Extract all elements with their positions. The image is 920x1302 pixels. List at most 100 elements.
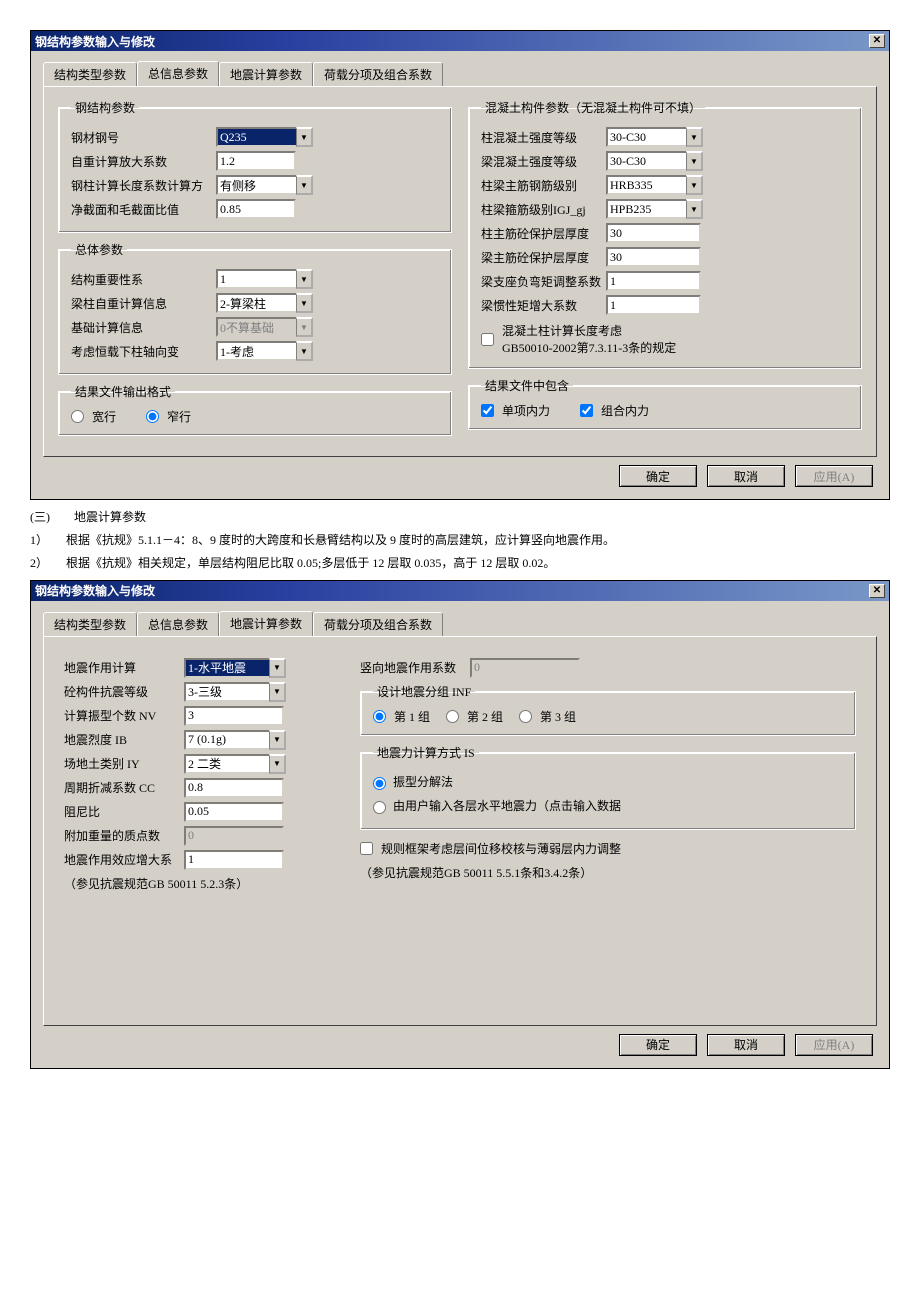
tab-panel: 地震作用计算 ▼ 砼构件抗震等级 ▼ 计算振型个数 NV 地震烈度 IB ▼ 场… <box>43 636 877 1026</box>
col-len-select[interactable] <box>216 175 296 195</box>
col-cover-input[interactable] <box>606 223 701 243</box>
beamcol-label: 梁柱自重计算信息 <box>71 295 216 312</box>
col-grade-label: 柱混凝土强度等级 <box>481 129 606 146</box>
method-fieldset: 地震力计算方式 IS 振型分解法 由用户输入各层水平地震力（点击输入数据 <box>360 744 856 830</box>
method-legend: 地震力计算方式 IS <box>373 744 479 761</box>
intensity-select[interactable] <box>184 730 269 750</box>
overall-params-group: 总体参数 结构重要性系 ▼ 梁柱自重计算信息 ▼ 基础计算信息 ▼ 考虑恒载下柱… <box>58 241 452 375</box>
chevron-down-icon[interactable]: ▼ <box>686 127 703 147</box>
net-gross-label: 净截面和毛截面比值 <box>71 201 216 218</box>
tab-panel: 钢结构参数 钢材钢号 ▼ 自重计算放大系数 钢柱计算长度系数计算方 ▼ 净截面和… <box>43 86 877 457</box>
calc-label: 地震作用计算 <box>64 659 184 676</box>
net-gross-input[interactable] <box>216 199 296 219</box>
radio-wide[interactable]: 宽行 <box>71 408 116 425</box>
foundation-label: 基础计算信息 <box>71 319 216 336</box>
inertia-input[interactable] <box>606 295 701 315</box>
chevron-down-icon[interactable]: ▼ <box>296 341 313 361</box>
steel-grade-select[interactable] <box>216 127 296 147</box>
output-content-group: 结果文件中包含 单项内力 组合内力 <box>468 377 862 430</box>
neg-moment-input[interactable] <box>606 271 701 291</box>
design-group-fieldset: 设计地震分组 INF 第 1 组 第 2 组 第 3 组 <box>360 683 856 736</box>
beam-cover-input[interactable] <box>606 247 701 267</box>
close-icon[interactable]: ✕ <box>869 34 885 48</box>
amp-input[interactable] <box>184 850 284 870</box>
chevron-down-icon[interactable]: ▼ <box>686 175 703 195</box>
concrete-chk-label1: 混凝土柱计算长度考虑 <box>502 322 676 339</box>
chevron-down-icon[interactable]: ▼ <box>269 754 286 774</box>
selfweight-input[interactable] <box>216 151 296 171</box>
vert-label: 竖向地震作用系数 <box>360 659 470 676</box>
amp-label: 地震作用效应增大系 <box>64 851 184 868</box>
neg-moment-label: 梁支座负弯矩调整系数 <box>481 273 606 290</box>
concrete-chk-label2: GB50010-2002第7.3.11-3条的规定 <box>502 339 676 356</box>
chevron-down-icon[interactable]: ▼ <box>269 658 286 678</box>
beamcol-select[interactable] <box>216 293 296 313</box>
stirrup-select[interactable] <box>606 199 686 219</box>
site-label: 场地土类别 IY <box>64 755 184 772</box>
chevron-down-icon[interactable]: ▼ <box>296 127 313 147</box>
concrete-len-checkbox[interactable] <box>481 333 494 346</box>
tab-structure-type[interactable]: 结构类型参数 <box>43 62 137 87</box>
chevron-down-icon[interactable]: ▼ <box>269 682 286 702</box>
ok-button[interactable]: 确定 <box>619 465 697 487</box>
chk-single-force[interactable]: 单项内力 <box>481 402 550 419</box>
cancel-button[interactable]: 取消 <box>707 1034 785 1056</box>
col-cover-label: 柱主筋砼保护层厚度 <box>481 225 606 242</box>
apply-button: 应用(A) <box>795 465 873 487</box>
paragraph-2: 2） 根据《抗规》相关规定，单层结构阻尼比取 0.05;多层低于 12 层取 0… <box>30 554 890 573</box>
overall-legend: 总体参数 <box>71 241 127 258</box>
chevron-down-icon[interactable]: ▼ <box>686 199 703 219</box>
radio-group1[interactable]: 第 1 组 <box>373 708 430 725</box>
tab-strip: 结构类型参数 总信息参数 地震计算参数 荷载分项及组合系数 <box>43 61 877 86</box>
steel-grade-label: 钢材钢号 <box>71 129 216 146</box>
period-label: 周期折减系数 CC <box>64 779 184 796</box>
chk-regular-frame[interactable] <box>360 842 373 855</box>
site-select[interactable] <box>184 754 269 774</box>
paragraph-1: 1） 根据《抗规》5.1.1－4：8、9 度时的大跨度和长悬臂结构以及 9 度时… <box>30 531 890 550</box>
beam-grade-select[interactable] <box>606 151 686 171</box>
inertia-label: 梁惯性矩增大系数 <box>481 297 606 314</box>
chevron-down-icon[interactable]: ▼ <box>686 151 703 171</box>
importance-select[interactable] <box>216 269 296 289</box>
axial-select[interactable] <box>216 341 296 361</box>
chevron-down-icon[interactable]: ▼ <box>296 269 313 289</box>
col-len-label: 钢柱计算长度系数计算方 <box>71 177 216 194</box>
radio-narrow[interactable]: 窄行 <box>146 408 191 425</box>
chk-combo-force[interactable]: 组合内力 <box>580 402 649 419</box>
tab-structure-type[interactable]: 结构类型参数 <box>43 612 137 637</box>
ok-button[interactable]: 确定 <box>619 1034 697 1056</box>
dialog-seismic-params: 钢结构参数输入与修改 ✕ 结构类型参数 总信息参数 地震计算参数 荷载分项及组合… <box>30 580 890 1069</box>
tab-load-combo[interactable]: 荷载分项及组合系数 <box>313 62 443 87</box>
radio-modal[interactable]: 振型分解法 <box>373 773 453 790</box>
tab-seismic[interactable]: 地震计算参数 <box>219 62 313 87</box>
close-icon[interactable]: ✕ <box>869 584 885 598</box>
modes-input[interactable] <box>184 706 284 726</box>
cancel-button[interactable]: 取消 <box>707 465 785 487</box>
right-note: （参见抗震规范GB 50011 5.5.1条和3.4.2条） <box>360 864 592 881</box>
vert-input <box>470 658 580 678</box>
axial-label: 考虑恒载下柱轴向变 <box>71 343 216 360</box>
seismic-grade-select[interactable] <box>184 682 269 702</box>
tab-seismic[interactable]: 地震计算参数 <box>219 611 313 636</box>
damping-input[interactable] <box>184 802 284 822</box>
tab-strip: 结构类型参数 总信息参数 地震计算参数 荷载分项及组合系数 <box>43 611 877 636</box>
chevron-down-icon[interactable]: ▼ <box>296 175 313 195</box>
tab-load-combo[interactable]: 荷载分项及组合系数 <box>313 612 443 637</box>
document-text: (三) 地震计算参数 1） 根据《抗规》5.1.1－4：8、9 度时的大跨度和长… <box>30 508 890 574</box>
left-note: （参见抗震规范GB 50011 5.2.3条） <box>64 875 248 892</box>
tab-general-info[interactable]: 总信息参数 <box>137 61 219 86</box>
chevron-down-icon[interactable]: ▼ <box>269 730 286 750</box>
main-rebar-select[interactable] <box>606 175 686 195</box>
chevron-down-icon[interactable]: ▼ <box>296 293 313 313</box>
col-grade-select[interactable] <box>606 127 686 147</box>
radio-group2[interactable]: 第 2 组 <box>446 708 503 725</box>
seismic-grade-label: 砼构件抗震等级 <box>64 683 184 700</box>
period-input[interactable] <box>184 778 284 798</box>
radio-group3[interactable]: 第 3 组 <box>519 708 576 725</box>
dialog-steel-params: 钢结构参数输入与修改 ✕ 结构类型参数 总信息参数 地震计算参数 荷载分项及组合… <box>30 30 890 500</box>
radio-user-input[interactable]: 由用户输入各层水平地震力（点击输入数据 <box>373 797 621 814</box>
beam-cover-label: 梁主筋砼保护层厚度 <box>481 249 606 266</box>
calc-select[interactable] <box>184 658 269 678</box>
stirrup-label: 柱梁箍筋级别IGJ_gj <box>481 201 606 218</box>
tab-general-info[interactable]: 总信息参数 <box>137 612 219 637</box>
